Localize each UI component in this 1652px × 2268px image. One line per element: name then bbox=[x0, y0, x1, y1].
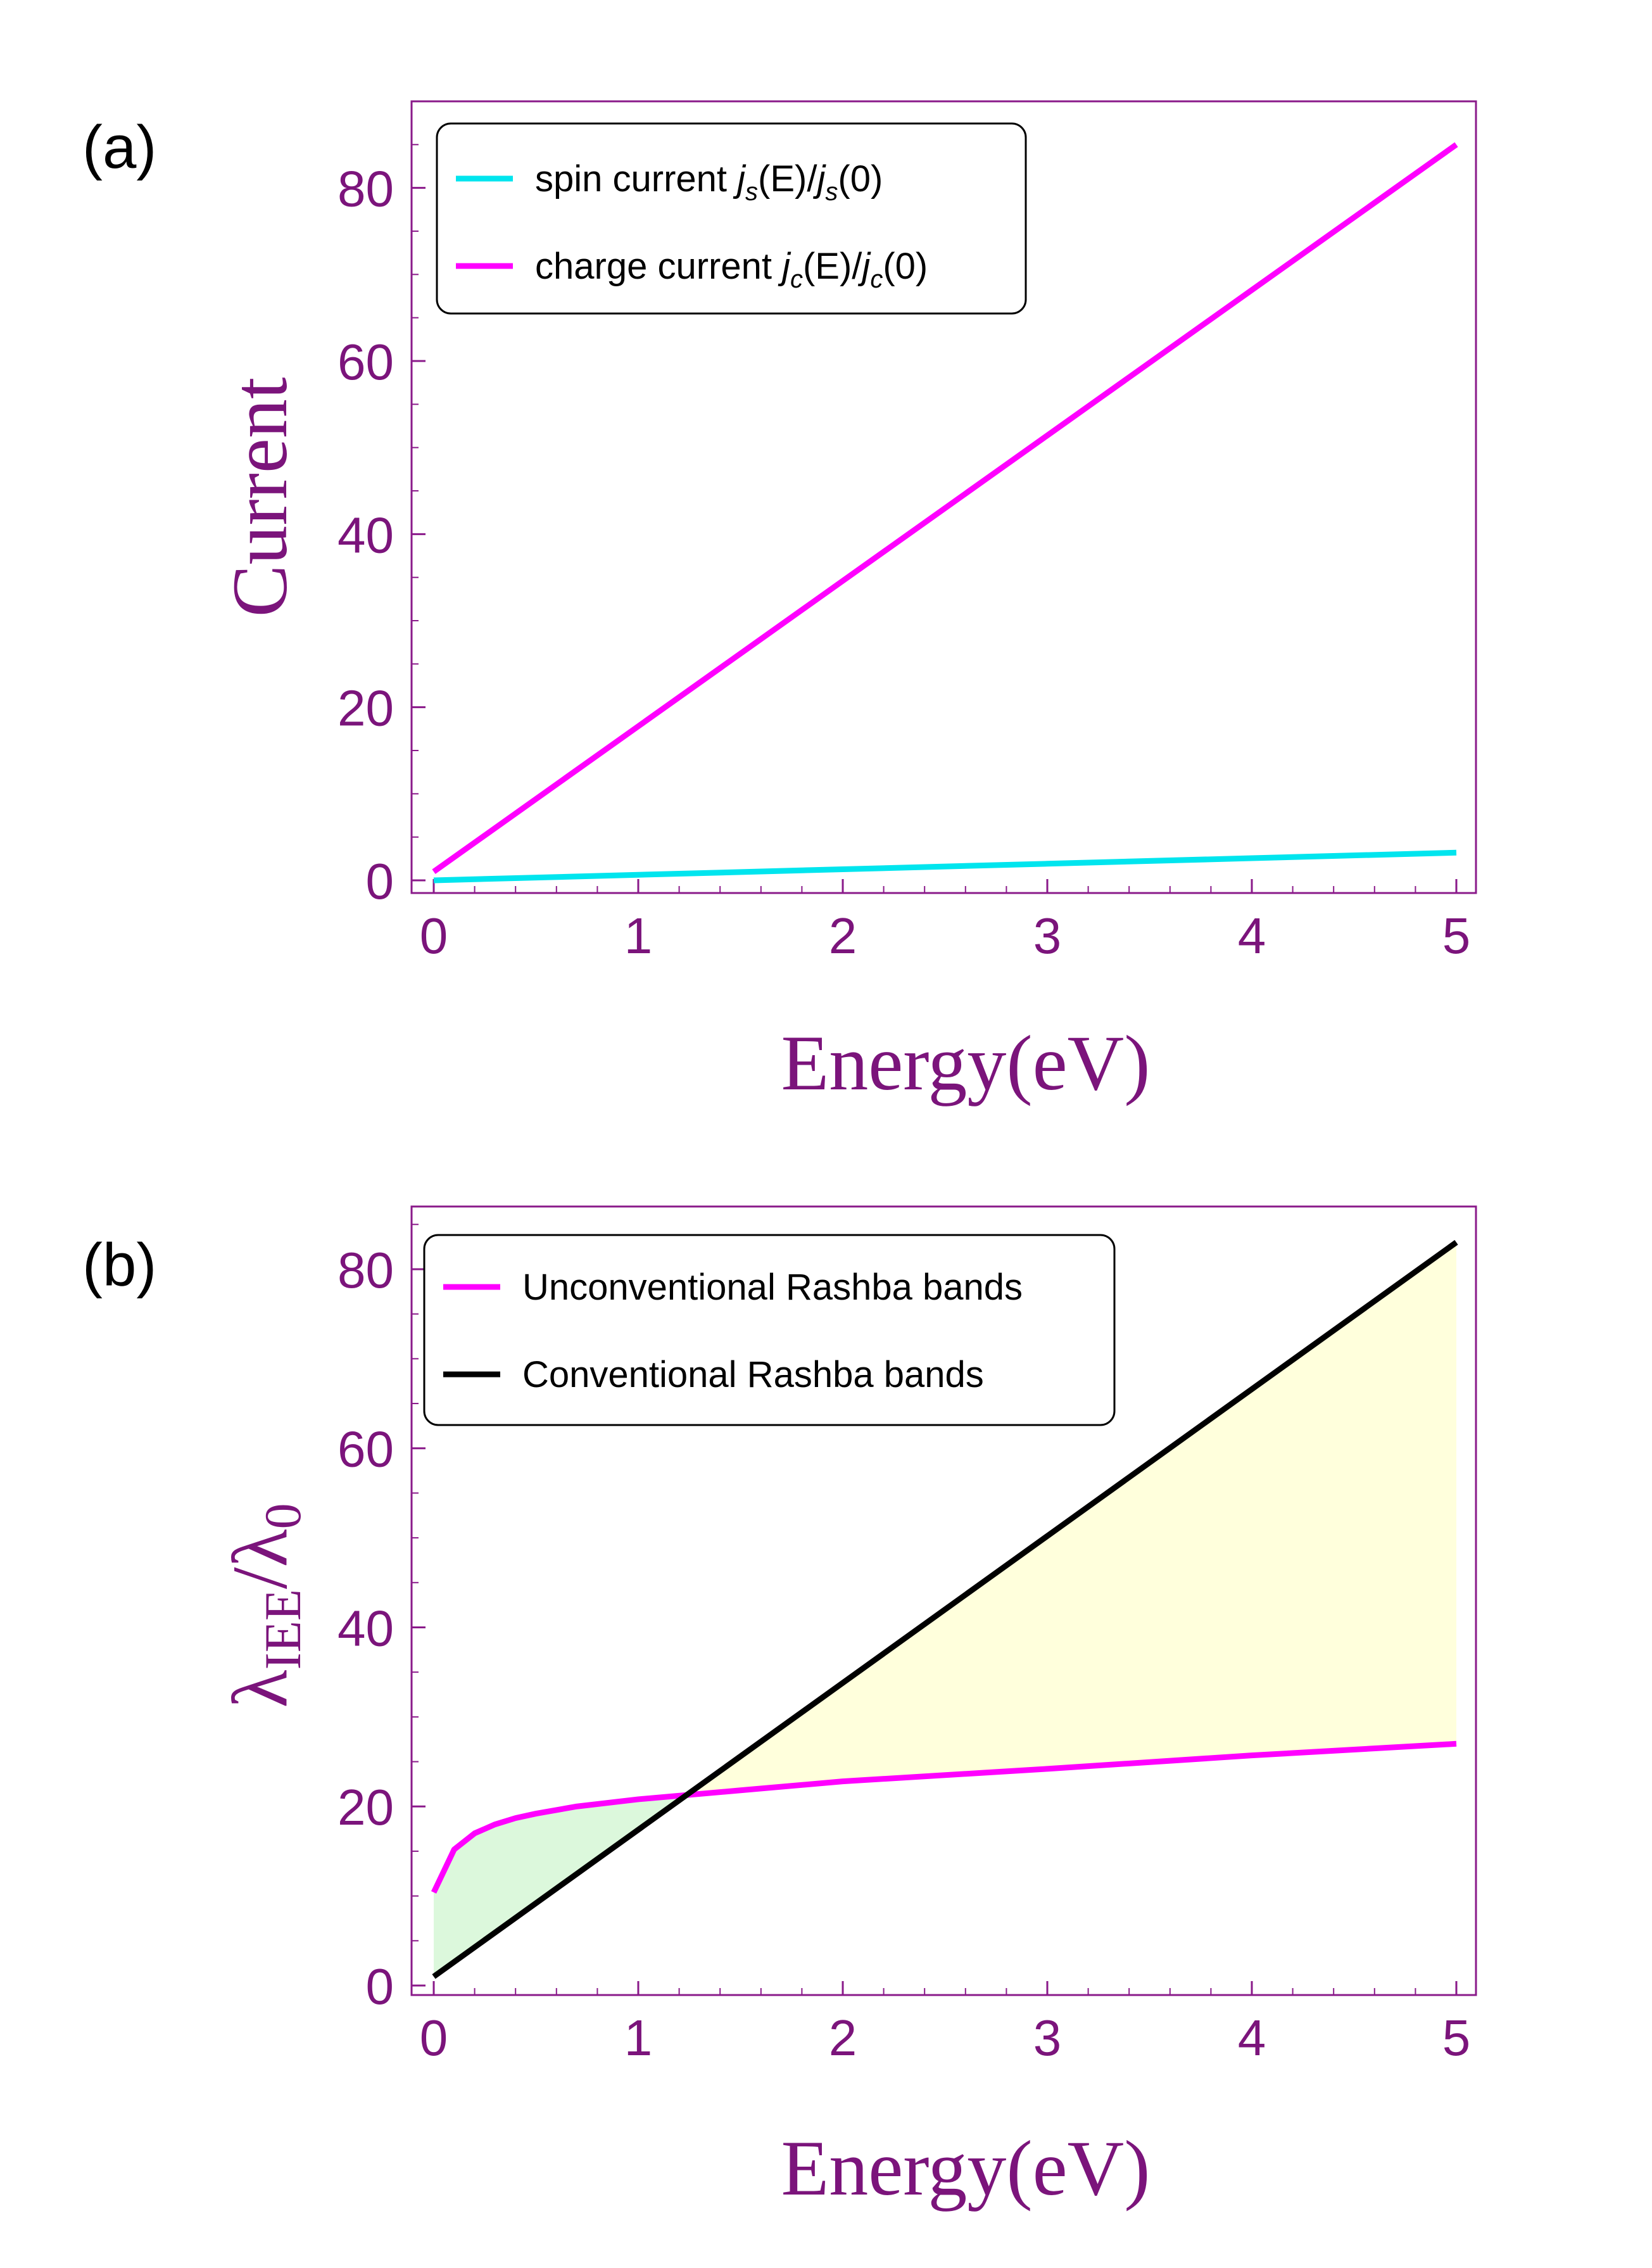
y-tick-label: 60 bbox=[337, 1421, 394, 1478]
y-tick-labels-a: 0 20 40 60 80 bbox=[337, 161, 394, 909]
legend-box-a bbox=[436, 122, 1027, 315]
panel-b: (b) 0 1 2 3 4 5 0 20 40 60 80 Energy(eV) λIEE/λ 0 … bbox=[82, 1205, 1477, 2212]
plot-frame-b bbox=[410, 1205, 1477, 1996]
y-axis-slash-lambda: /λ bbox=[217, 1529, 303, 1589]
x-tick-label: 0 bbox=[420, 2010, 448, 2066]
plot-frame-a bbox=[410, 100, 1477, 894]
axis-ticks-a bbox=[412, 101, 1458, 893]
x-tick-label: 4 bbox=[1238, 2010, 1266, 2066]
y-tick-label: 80 bbox=[337, 161, 394, 217]
x-axis-title-a: Energy(eV) bbox=[781, 1020, 1150, 1106]
axis-ticks-b bbox=[412, 1224, 1458, 1995]
x-tick-label: 0 bbox=[420, 908, 448, 964]
y-tick-label: 20 bbox=[337, 680, 394, 737]
y-axis-sub-iee: IEE bbox=[254, 1589, 312, 1669]
x-tick-labels-a: 0 1 2 3 4 5 bbox=[420, 908, 1471, 964]
y-tick-label: 60 bbox=[337, 334, 394, 390]
series-group-a bbox=[432, 142, 1458, 884]
legend-b: Unconventional Rashba bands Conventional… bbox=[423, 1234, 1116, 1426]
y-tick-label: 20 bbox=[337, 1779, 394, 1835]
y-tick-label: 0 bbox=[366, 1958, 394, 2015]
legend-box-b bbox=[423, 1234, 1116, 1426]
x-tick-label: 3 bbox=[1033, 908, 1062, 964]
x-tick-label: 2 bbox=[829, 2010, 857, 2066]
y-axis-title-b: λIEE/λ0 bbox=[217, 1503, 312, 1707]
series-line-charge bbox=[432, 142, 1458, 875]
y-tick-label: 40 bbox=[337, 507, 394, 563]
x-tick-label: 3 bbox=[1033, 2010, 1062, 2066]
x-tick-label: 5 bbox=[1442, 908, 1471, 964]
x-tick-label: 1 bbox=[624, 2010, 653, 2066]
series-line-spin bbox=[433, 849, 1457, 884]
x-tick-label: 2 bbox=[829, 908, 857, 964]
panel-label-a: (a) bbox=[82, 113, 156, 181]
x-tick-label: 1 bbox=[624, 908, 653, 964]
x-tick-label: 5 bbox=[1442, 2010, 1471, 2066]
y-tick-label: 80 bbox=[337, 1242, 394, 1298]
y-axis-title-a: Current bbox=[217, 377, 303, 618]
series-group-b bbox=[431, 1239, 1458, 1979]
y-tick-labels-b: 0 20 40 60 80 bbox=[337, 1242, 394, 2015]
y-axis-sub-zero: 0 bbox=[254, 1503, 312, 1529]
series-line-unconv bbox=[431, 1740, 1457, 1894]
y-tick-label: 0 bbox=[366, 853, 394, 909]
x-tick-labels-b: 0 1 2 3 4 5 bbox=[420, 2010, 1471, 2066]
legend-entry-unconventional: Unconventional Rashba bands bbox=[522, 1267, 1023, 1308]
legend-entry-spin: spin current js(E)/js(0) bbox=[535, 158, 883, 206]
y-tick-label: 40 bbox=[337, 1600, 394, 1656]
legend-a: spin current js(E)/js(0) charge current … bbox=[436, 122, 1027, 315]
legend-entry-conventional: Conventional Rashba bands bbox=[522, 1354, 984, 1395]
panel-label-b: (b) bbox=[82, 1231, 156, 1299]
legend-entry-charge: charge current jc(E)/jc(0) bbox=[535, 246, 928, 293]
x-axis-title-b: Energy(eV) bbox=[781, 2125, 1150, 2212]
x-tick-label: 4 bbox=[1238, 908, 1266, 964]
series-line-conv bbox=[432, 1239, 1458, 1979]
y-axis-lambda: λ bbox=[217, 1669, 303, 1707]
